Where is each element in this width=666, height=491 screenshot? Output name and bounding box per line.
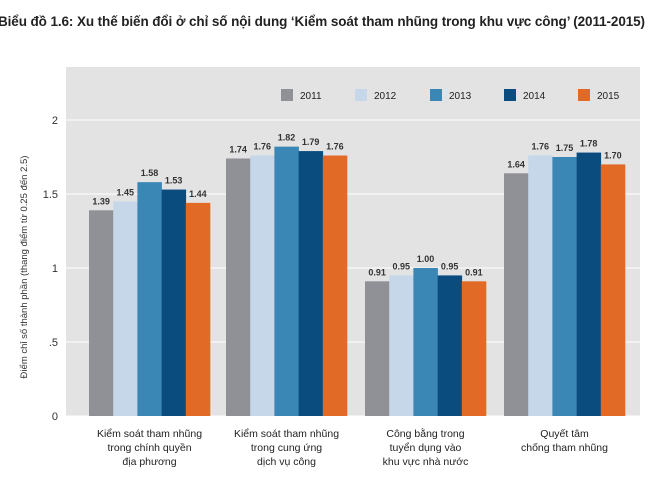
y-axis: 0 .5 1 1.5 2: [43, 115, 58, 423]
legend-label: 2014: [523, 91, 546, 102]
data-label: 1.00: [417, 254, 435, 264]
data-label: 1.76: [532, 142, 550, 152]
x-category-line: Quyết tâm: [540, 428, 589, 440]
bar-2014: [298, 151, 324, 416]
x-category-label: Kiểm soát tham nhũng trong chính quyền địa…: [97, 428, 202, 468]
bar-2013: [413, 268, 438, 416]
data-label: 1.44: [189, 189, 207, 199]
legend-label: 2011: [300, 91, 322, 102]
bar-2012: [113, 201, 138, 416]
x-category-line: dịch vụ công: [257, 456, 316, 468]
x-category-line: Kiểm soát tham nhũng: [97, 428, 202, 440]
x-axis: Kiểm soát tham nhũng trong chính quyền địa…: [97, 427, 608, 468]
bar-2014: [576, 152, 602, 416]
y-tick-label: 0: [52, 411, 58, 423]
data-label: 1.64: [507, 159, 525, 169]
x-category-line: khu vực nhà nước: [383, 456, 469, 468]
legend-swatch-2012: [355, 89, 367, 101]
legend-label: 2013: [449, 91, 472, 102]
bar-2012: [389, 275, 414, 416]
y-tick-label: 2: [52, 115, 58, 127]
bars: [89, 146, 626, 417]
legend-swatch-2011: [281, 89, 293, 101]
data-label: 1.74: [229, 144, 247, 154]
bar-2012: [528, 155, 553, 416]
legend-label: 2012: [374, 91, 397, 102]
bar-2011: [226, 158, 251, 417]
chart-title: Biểu đồ 1.6: Xu thế biến đổi ở chỉ số nộ…: [0, 14, 645, 29]
legend: 2011 2012 2013 2014 2015: [281, 89, 620, 102]
x-category-line: Công bằng trong: [386, 427, 464, 440]
data-label: 1.39: [92, 196, 110, 206]
x-category-label: Công bằng trong tuyển dụng vào khu vực nhà…: [383, 427, 469, 468]
data-label: 0.91: [465, 267, 483, 277]
x-category-label: Kiểm soát tham nhũng trong cung ứng dịch v…: [234, 428, 339, 468]
x-category-line: Kiểm soát tham nhũng: [234, 428, 339, 440]
bar-2012: [250, 155, 275, 416]
y-tick-label: 1.5: [43, 189, 58, 201]
bar-2013: [552, 157, 577, 416]
bar-2015: [600, 164, 626, 416]
data-label: 1.76: [326, 142, 344, 152]
data-label: 0.95: [393, 261, 411, 271]
data-label: 1.79: [302, 137, 320, 147]
x-category-line: tuyển dụng vào: [390, 442, 462, 454]
bar-2013: [137, 182, 162, 416]
y-axis-label: Điểm chỉ số thành phần (thang điểm từ 0.…: [19, 156, 30, 379]
x-category-line: trong cung ứng: [251, 442, 322, 454]
legend-swatch-2015: [578, 89, 590, 101]
y-tick-label: 1: [52, 263, 58, 275]
data-label: 1.70: [604, 150, 622, 160]
data-label: 1.76: [254, 142, 272, 152]
bar-2015: [322, 155, 348, 416]
data-label: 1.78: [580, 139, 598, 149]
legend-swatch-2014: [504, 89, 516, 101]
x-category-label: Quyết tâm chống tham nhũng: [521, 428, 608, 454]
bar-2011: [89, 210, 114, 416]
bar-2014: [161, 189, 187, 416]
x-category-line: chống tham nhũng: [521, 442, 608, 454]
bar-2013: [274, 146, 299, 416]
bar-2015: [461, 281, 487, 416]
data-label: 0.95: [441, 261, 459, 271]
legend-swatch-2013: [430, 89, 442, 101]
bar-2015: [185, 202, 211, 416]
data-labels: 1.39 1.45 1.58 1.53 1.44 1.74 1.76 1.82 1.79 1.76…: [92, 133, 621, 278]
bar-2014: [437, 275, 463, 416]
data-label: 1.53: [165, 176, 183, 186]
legend-label: 2015: [597, 91, 620, 102]
x-category-line: trong chính quyền: [107, 442, 191, 454]
data-label: 1.75: [556, 143, 574, 153]
data-label: 1.45: [117, 187, 135, 197]
data-label: 0.91: [368, 267, 386, 277]
bar-2011: [365, 281, 390, 416]
data-label: 1.58: [141, 168, 159, 178]
bar-2011: [504, 173, 529, 416]
data-label: 1.82: [278, 133, 296, 143]
y-tick-label: .5: [49, 337, 58, 349]
x-category-line: địa phương: [122, 456, 176, 468]
